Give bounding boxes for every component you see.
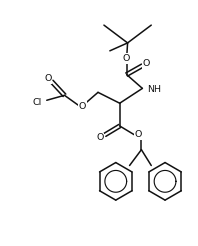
- Text: O: O: [123, 54, 130, 63]
- Text: O: O: [135, 130, 142, 139]
- Text: O: O: [44, 74, 51, 83]
- Text: O: O: [96, 133, 104, 142]
- Text: O: O: [143, 59, 150, 68]
- Text: NH: NH: [147, 85, 161, 94]
- Text: Cl: Cl: [32, 98, 42, 107]
- Text: O: O: [79, 102, 86, 111]
